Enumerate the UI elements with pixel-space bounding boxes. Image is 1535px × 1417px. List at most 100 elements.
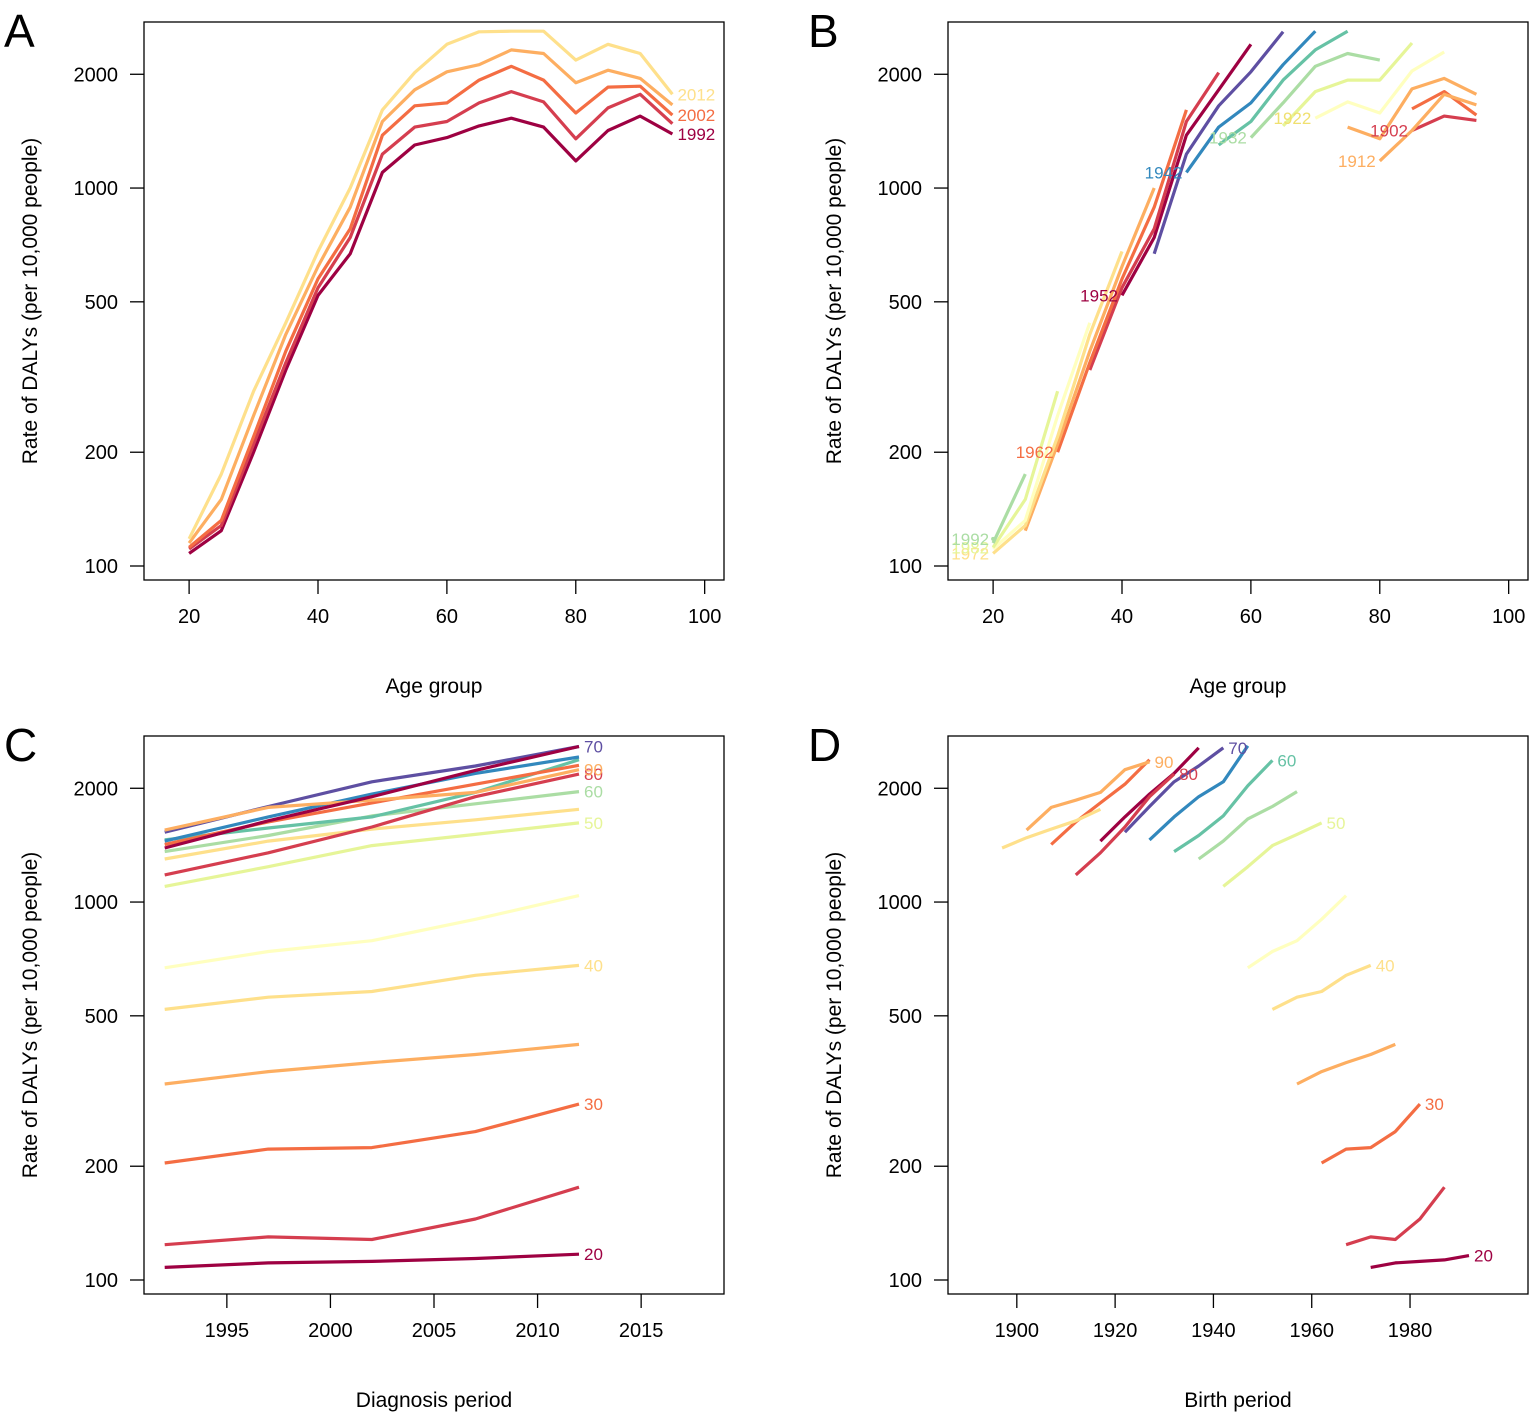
- series-line-1947: [1152, 30, 1285, 255]
- series-label-90: 90: [584, 761, 603, 780]
- series-line-1987: [991, 473, 1027, 544]
- series-line-1952: [1120, 43, 1253, 297]
- series-label-1962: 1962: [1016, 443, 1054, 462]
- series-line-55: [1197, 790, 1298, 861]
- series-line-1927: [1281, 41, 1414, 127]
- series-line-75: [164, 755, 580, 843]
- panel-d: D 1900 1920 1940 1960 1980 100 200 500 1000 2000 Bi…: [808, 719, 1529, 1412]
- series-line-1917: [1347, 76, 1478, 141]
- series-line-1912: [1378, 92, 1477, 163]
- x-tick-label: 1900: [995, 1320, 1040, 1342]
- y-tick-label: 200: [85, 1156, 118, 1178]
- panel-label: A: [4, 5, 35, 57]
- series-line-35: [164, 1042, 580, 1086]
- series-line-1907: [1411, 89, 1478, 117]
- x-tick-label: 2015: [619, 1320, 664, 1342]
- panel-b: B 20 40 60 80 100 100 200 500 1000 2000 Age group Ra…: [808, 5, 1529, 698]
- series-line-45: [164, 894, 580, 970]
- series-line-95: [164, 744, 580, 850]
- series-line-40: [1271, 963, 1372, 1011]
- series-label-70: 70: [1228, 739, 1247, 758]
- x-axis-label: Age group: [386, 675, 483, 698]
- x-tick-label: 40: [1111, 606, 1133, 628]
- series-line-1977: [992, 322, 1092, 551]
- series-point-1992: [991, 536, 996, 541]
- x-tick-label: 100: [688, 606, 721, 628]
- panel-a: A 20 40 60 80 100 100 200 500 1000 2000 Age group Ra…: [4, 5, 725, 698]
- y-tick-label: 200: [889, 442, 922, 464]
- series-label-1902: 1902: [1370, 121, 1408, 140]
- y-tick-label: 100: [889, 556, 922, 578]
- series-label-40: 40: [1376, 956, 1395, 975]
- x-tick-label: 60: [436, 606, 458, 628]
- panel-c: C 1995 2000 2005 2010 2015 100 200 500 1000 2000 Di…: [4, 719, 725, 1412]
- panel-label: C: [4, 719, 37, 771]
- series-label-1992: 1992: [677, 125, 715, 144]
- series-line-80: [164, 772, 580, 877]
- y-tick-label: 200: [889, 1156, 922, 1178]
- series-line-25: [164, 1185, 580, 1247]
- series-label-20: 20: [1474, 1247, 1493, 1266]
- series-line-30: [1320, 1103, 1422, 1165]
- y-axis-label: Rate of DALYs (per 10,000 people): [19, 138, 42, 464]
- x-axis-label: Birth period: [1184, 1389, 1291, 1412]
- series-label-40: 40: [584, 956, 603, 975]
- series-label-1922: 1922: [1274, 109, 1312, 128]
- series-line-80: [1074, 772, 1176, 877]
- series-line-1902: [1411, 114, 1477, 132]
- series-line-1982: [991, 390, 1060, 549]
- series-line-85: [1050, 758, 1151, 846]
- series-label-90: 90: [1155, 753, 1174, 772]
- y-tick-label: 200: [85, 442, 118, 464]
- y-tick-label: 1000: [74, 892, 119, 914]
- series-label-2002: 2002: [677, 106, 715, 125]
- series-label-70: 70: [584, 737, 603, 756]
- y-tick-label: 2000: [878, 64, 923, 86]
- series-line-1962: [1056, 109, 1188, 453]
- x-tick-label: 2000: [308, 1320, 353, 1342]
- series-line-65: [1148, 744, 1250, 842]
- series-label-1982: 1982: [951, 538, 989, 557]
- series-label-20: 20: [584, 1245, 603, 1264]
- y-tick-label: 2000: [878, 778, 923, 800]
- x-tick-label: 2010: [515, 1320, 560, 1342]
- series-line-2002: [188, 64, 674, 549]
- x-tick-label: 1920: [1093, 1320, 1138, 1342]
- series-line-55: [164, 807, 580, 861]
- y-tick-label: 100: [85, 556, 118, 578]
- series-label-1942: 1942: [1145, 163, 1183, 182]
- series-line-20: [164, 1252, 580, 1269]
- series-label-80: 80: [1179, 765, 1198, 784]
- series-line-40: [164, 963, 580, 1011]
- series-label-2012: 2012: [677, 85, 715, 104]
- series-line-1997: [188, 89, 674, 551]
- series-label-1932: 1932: [1209, 129, 1247, 148]
- series-line-2012: [187, 29, 674, 540]
- panel-label: B: [808, 5, 839, 57]
- series-label-1952: 1952: [1080, 286, 1118, 305]
- series-line-30: [164, 1102, 580, 1165]
- series-label-50: 50: [584, 814, 603, 833]
- y-tick-label: 1000: [74, 178, 119, 200]
- x-tick-label: 1940: [1191, 1320, 1236, 1342]
- series-line-60: [1173, 759, 1274, 853]
- plot-frame: [143, 735, 725, 1295]
- series-label-30: 30: [1425, 1095, 1444, 1114]
- y-axis-label: Rate of DALYs (per 10,000 people): [823, 852, 846, 1178]
- series-line-90: [164, 768, 580, 832]
- x-tick-label: 1960: [1289, 1320, 1334, 1342]
- series-label-60: 60: [1277, 751, 1296, 770]
- series-label-80: 80: [584, 765, 603, 784]
- series-line-50: [1222, 821, 1323, 888]
- y-tick-label: 500: [889, 292, 922, 314]
- plot-frame: [947, 735, 1529, 1295]
- y-tick-label: 1000: [878, 892, 923, 914]
- series-line-1957: [1088, 71, 1221, 371]
- series-line-1932: [1249, 51, 1381, 139]
- series-label-1912: 1912: [1338, 152, 1376, 171]
- x-tick-label: 40: [307, 606, 329, 628]
- series-label-30: 30: [584, 1095, 603, 1114]
- y-axis-label: Rate of DALYs (per 10,000 people): [19, 852, 42, 1178]
- series-line-1937: [1217, 29, 1349, 147]
